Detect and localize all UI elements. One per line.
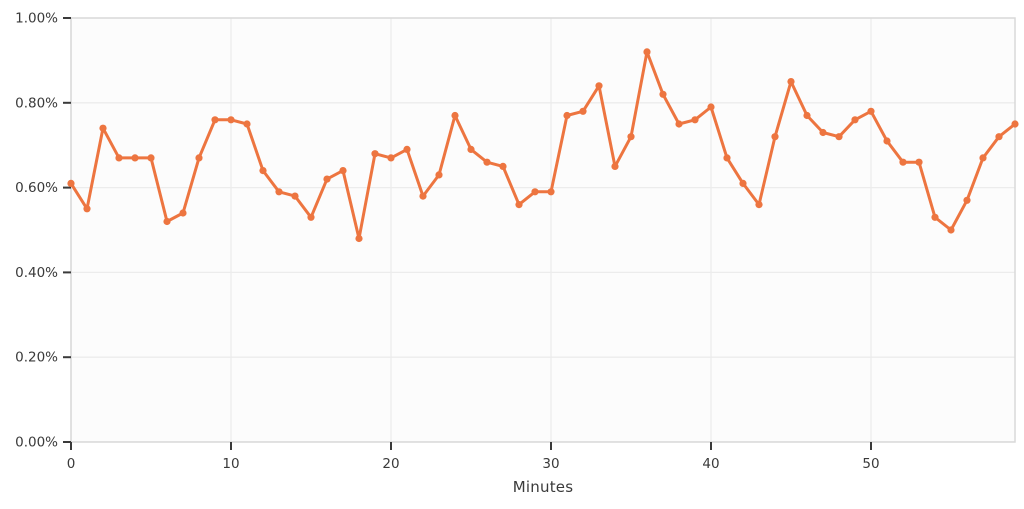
data-point [723,154,731,162]
data-point [707,103,715,111]
data-point [323,175,331,183]
data-point [851,116,859,124]
data-point [675,120,683,128]
data-point [275,188,283,196]
data-point [563,111,571,120]
plot-border [70,17,1016,443]
data-point [403,145,411,153]
data-point [995,133,1003,141]
data-point [739,179,747,187]
x-tick-label: 50 [862,456,879,472]
y-tick-label: 0.00% [15,435,58,451]
data-point [787,78,795,86]
y-tick-label: 0.20% [15,350,58,366]
data-point [963,196,971,204]
data-point [579,107,587,115]
data-point [291,192,299,200]
plot-area [71,18,1015,442]
data-point [915,158,923,166]
data-point [643,48,651,56]
data-point [259,167,267,175]
data-point [67,179,75,187]
data-point [243,120,251,128]
data-point [387,154,395,162]
data-point [499,162,507,170]
data-point [115,154,123,162]
data-point [755,201,763,209]
data-point [419,192,427,200]
data-point [835,133,843,141]
x-tick-label: 10 [222,456,239,472]
data-point [131,154,139,162]
y-tick-label: 0.60% [15,180,58,196]
data-point [899,158,907,166]
data-point [307,213,315,221]
data-point [371,150,379,158]
data-point [1011,120,1019,128]
data-point [931,213,939,221]
data-point [451,111,459,120]
data-point [771,133,779,141]
y-tick-label: 0.80% [15,95,58,111]
data-point [227,116,235,124]
data-point [691,116,699,124]
x-tick-label: 0 [67,456,76,472]
data-point [435,171,443,179]
x-tick-label: 30 [542,456,559,472]
data-point [659,90,667,98]
data-point [467,145,475,153]
y-tick-label: 1.00% [15,11,58,27]
data-point [979,154,987,162]
data-point [867,107,875,115]
data-point [355,234,363,243]
x-tick-label: 20 [382,456,399,472]
data-point [163,217,171,226]
data-point [483,158,491,166]
data-point [803,111,811,120]
data-point [819,128,827,137]
data-point [147,154,155,162]
x-axis-label: Minutes [512,478,574,496]
data-point [211,116,219,124]
data-point [627,133,635,141]
data-point [99,124,107,132]
data-point [595,82,603,90]
data-point [515,201,523,209]
data-point [195,154,203,162]
y-tick-label: 0.40% [15,265,58,281]
data-point [531,188,539,196]
data-point [611,162,619,170]
data-point [947,226,955,234]
data-point [83,205,91,213]
data-point [179,209,187,217]
data-point [883,137,891,145]
data-point [339,167,347,175]
x-tick-label: 40 [702,456,719,472]
data-point [547,188,555,196]
